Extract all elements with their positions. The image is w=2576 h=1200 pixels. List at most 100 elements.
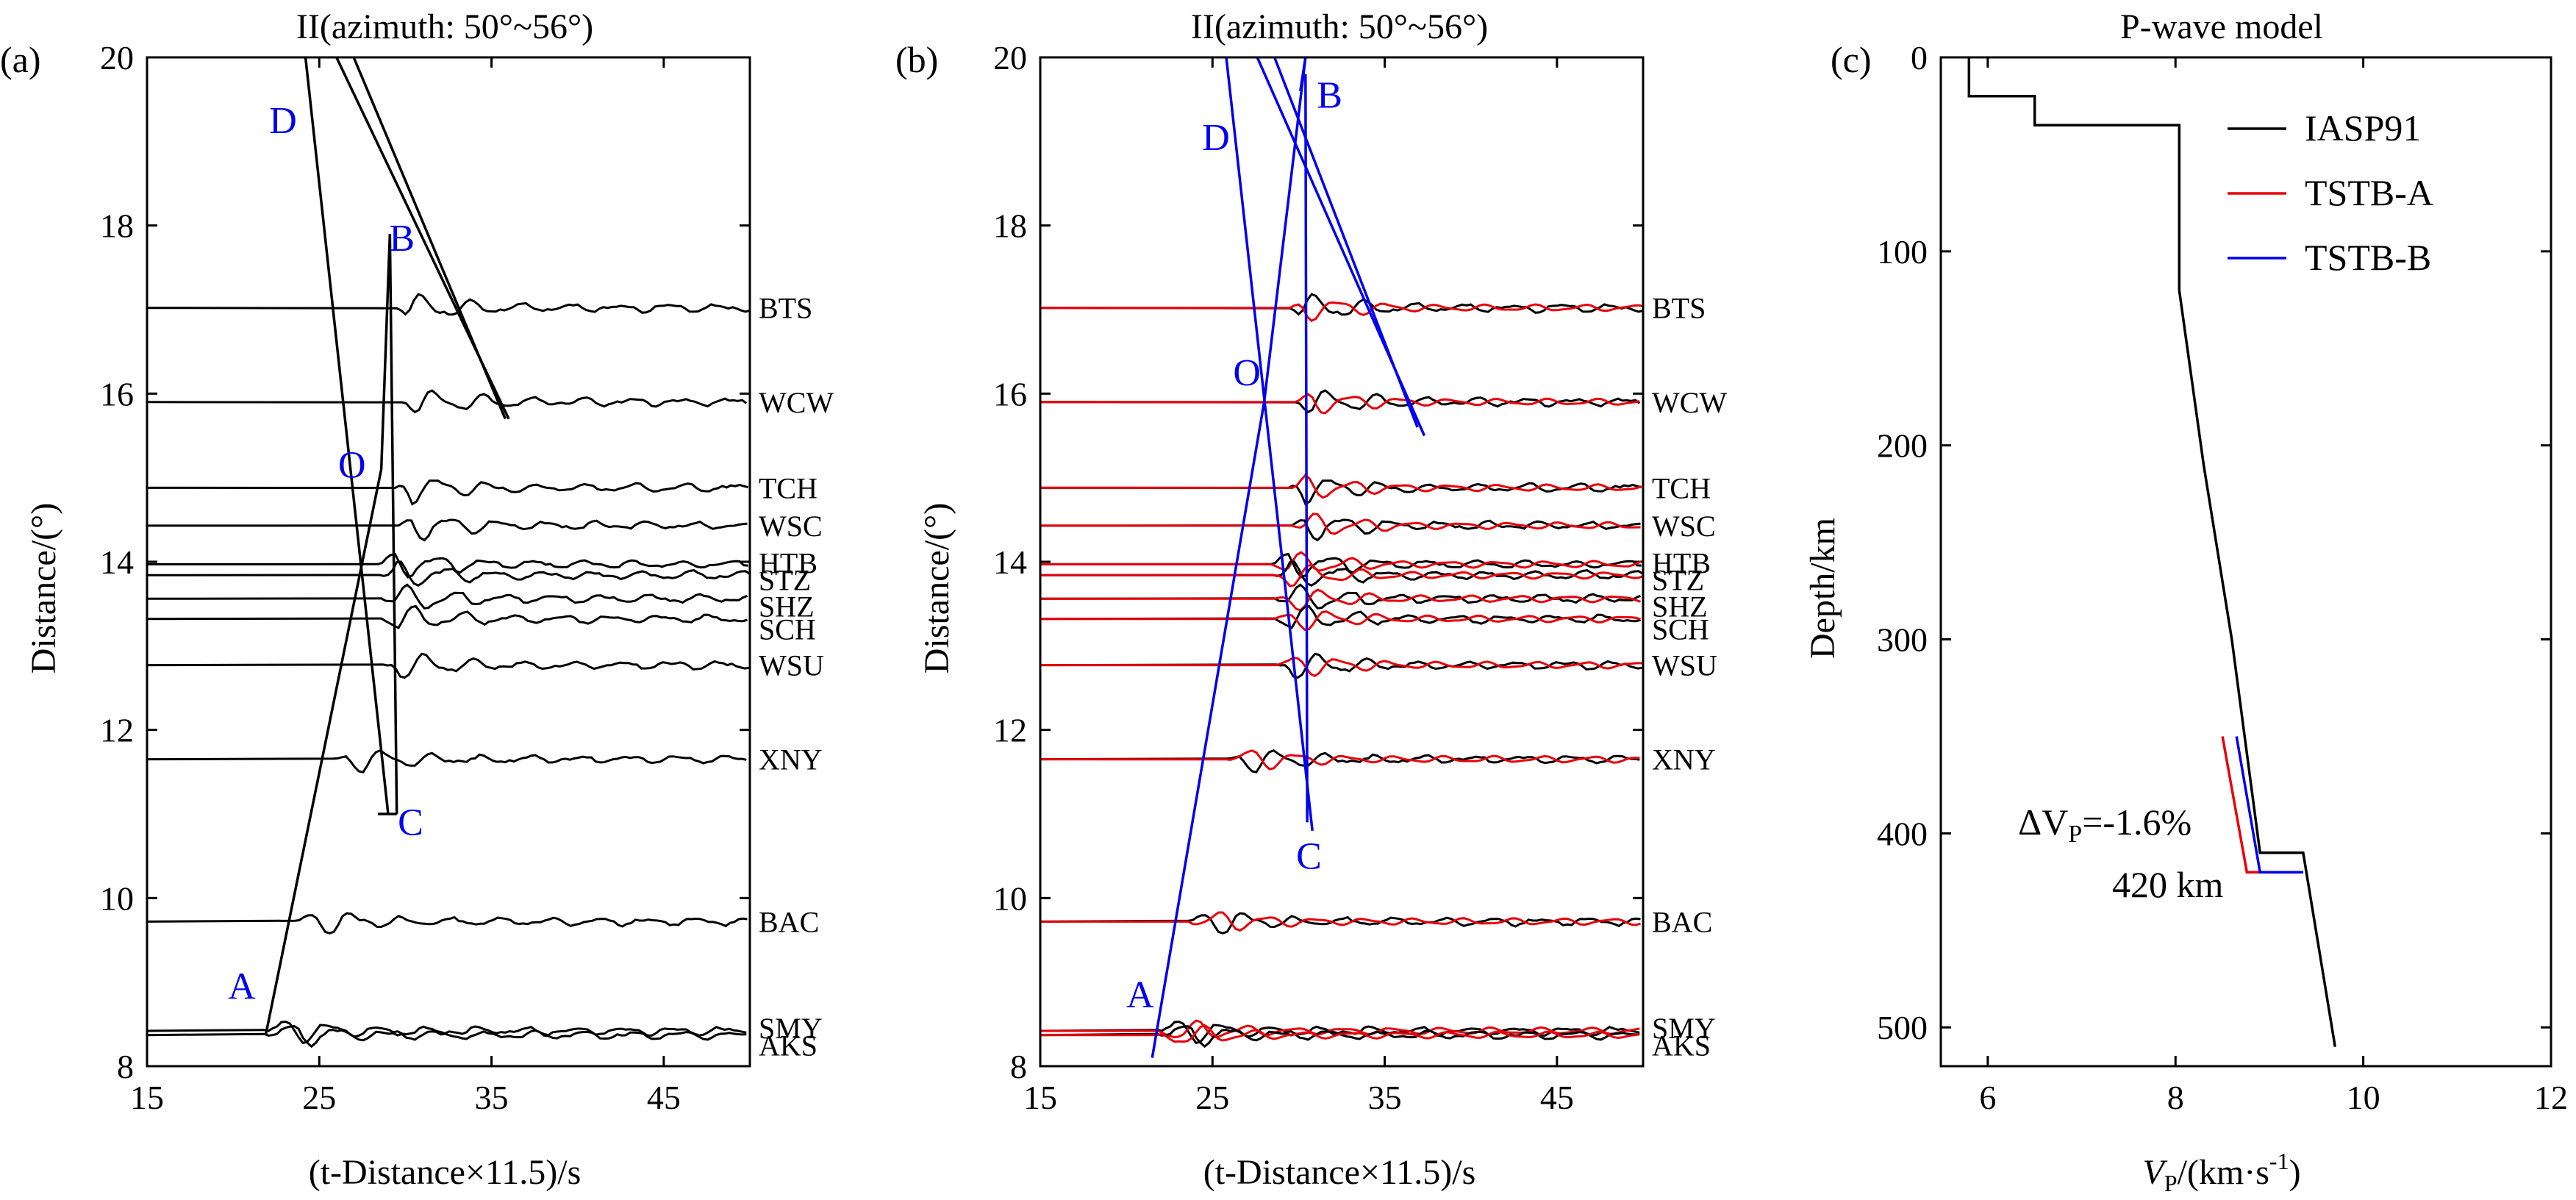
station-label-shz: SHZ: [759, 590, 815, 623]
y-tick-label: 500: [1877, 1009, 1928, 1046]
trace-wsu: [1040, 652, 1643, 679]
panel-c-legend: IASP91 TSTB-A TSTB-B: [2228, 107, 2433, 278]
y-tick-label: 300: [1877, 621, 1928, 659]
trace-htb: [146, 552, 748, 579]
x-tick-label: 6: [1979, 1079, 1996, 1116]
trace-stz: [1040, 560, 1644, 588]
station-label-wcw: WCW: [1652, 386, 1727, 419]
branch-label-o: O: [1233, 352, 1261, 394]
x-tick-label: 25: [1195, 1079, 1229, 1116]
synthetic-wsu: [1040, 657, 1642, 678]
station-label-xny: XNY: [1652, 743, 1716, 776]
trace-stz: [146, 560, 751, 588]
branch-label-d: D: [1202, 117, 1230, 159]
synthetic-bts: [1040, 301, 1644, 323]
xlabel-close: ): [2289, 1153, 2301, 1192]
branch-line-x6: [352, 57, 507, 420]
synthetic-tch: [1040, 473, 1642, 499]
synthetic-bac: [1040, 911, 1641, 932]
trace-sch: [146, 604, 748, 629]
station-label-shz: SHZ: [1652, 590, 1708, 623]
branch-line-o: [1262, 57, 1307, 402]
trace-bts: [1040, 293, 1644, 316]
y-tick-label: 0: [1911, 39, 1928, 76]
trace-bac: [146, 912, 748, 935]
synthetic-xny: [1040, 749, 1640, 771]
panel-a-branch-labels: D B O C A: [228, 100, 423, 1008]
station-label-sch: SCH: [759, 613, 816, 646]
station-label-xny: XNY: [759, 743, 823, 776]
y-tick-label: 16: [100, 375, 134, 413]
branch-line-b: [388, 234, 398, 815]
station-label-htb: HTB: [1652, 546, 1711, 579]
panel-b-branch-labels: D B O C A: [1126, 75, 1342, 1016]
branch-label-b: B: [389, 218, 415, 260]
station-label-bac: BAC: [759, 905, 819, 938]
branch-line-b: [1299, 57, 1307, 91]
y-tick-label: 400: [1877, 815, 1928, 852]
x-tick-label: 15: [1023, 1079, 1057, 1116]
trace-htb: [1040, 552, 1642, 579]
station-label-wsc: WSC: [1652, 510, 1716, 543]
branch-line-a: [264, 468, 383, 1035]
panel-b-title: II(azimuth: 50°~56°): [1191, 7, 1488, 46]
annotation-delta-vp: ΔVP=-1.6%: [2018, 801, 2192, 848]
x-tick-label: 35: [1368, 1079, 1402, 1116]
x-tick-label: 45: [1540, 1079, 1574, 1116]
station-label-smy: SMY: [759, 1012, 823, 1045]
annotation-delta: ΔV: [2018, 801, 2068, 843]
x-tick-label: 8: [2167, 1079, 2184, 1116]
y-tick-label: 8: [1010, 1048, 1027, 1085]
model-iasp91: [1967, 57, 2337, 1047]
trace-smy: [146, 1020, 747, 1045]
panel-a-ylabel: Distance/(°): [24, 503, 63, 674]
station-label-aks: AKS: [759, 1029, 817, 1062]
trace-shz: [1040, 583, 1642, 610]
branch-line-a: [1151, 401, 1266, 1058]
y-tick-label: 14: [100, 543, 134, 581]
station-label-wsc: WSC: [759, 510, 823, 543]
station-label-aks: AKS: [1652, 1029, 1711, 1062]
branch-label-a: A: [1126, 974, 1154, 1016]
branch-label-c: C: [398, 802, 423, 844]
panel-c-xlabel: VP/(km·s-1): [2142, 1148, 2300, 1196]
panel-b-traces: [1040, 293, 1644, 1049]
synthetic-wsc: [1040, 512, 1641, 535]
trace-wsu: [146, 652, 750, 679]
panel-a-branches: [264, 57, 510, 1035]
x-tick-label: 12: [2534, 1079, 2568, 1116]
station-label-smy: SMY: [1652, 1012, 1716, 1045]
panel-a-traces: [146, 293, 751, 1049]
panel-a-ticks: 15 25 35 45 8 10 12 14 16 18 20: [100, 39, 750, 1116]
x-tick-label: 45: [647, 1079, 681, 1116]
trace-shz: [146, 583, 748, 610]
station-label-tch: TCH: [1652, 471, 1711, 504]
synthetic-shz: [1040, 588, 1641, 612]
synthetic-sch: [1040, 610, 1641, 631]
panel-b-ylabel: Distance/(°): [917, 503, 956, 674]
panel-a: (a) II(azimuth: 50°~56°) Distance/(°) (t…: [0, 7, 834, 1192]
y-tick-label: 20: [100, 39, 134, 76]
trace-xny: [146, 749, 747, 774]
station-label-wsu: WSU: [1652, 649, 1717, 682]
panel-a-title: II(azimuth: 50°~56°): [296, 7, 593, 46]
station-label-sch: SCH: [1652, 613, 1709, 646]
panel-b-branches: [1151, 57, 1426, 1058]
x-tick-label: 10: [2347, 1079, 2380, 1116]
trace-bac: [1040, 912, 1641, 935]
panel-b-frame: [1039, 56, 1645, 1068]
panel-b: (b) II(azimuth: 50°~56°) Distance/(°) (t…: [895, 7, 1727, 1192]
trace-tch: [146, 479, 749, 506]
panel-b-tag: (b): [895, 39, 938, 80]
panel-b-xlabel: (t-Distance×11.5)/s: [1203, 1153, 1476, 1192]
synthetic-wcw: [1040, 393, 1640, 415]
x-tick-label: 35: [475, 1079, 509, 1116]
panel-a-frame: [146, 56, 751, 1068]
branch-label-c: C: [1296, 835, 1322, 877]
synthetic-aks: [1040, 1024, 1640, 1043]
synthetic-htb: [1040, 551, 1642, 572]
panel-a-tag: (a): [0, 39, 41, 80]
trace-wsc: [1040, 518, 1641, 542]
